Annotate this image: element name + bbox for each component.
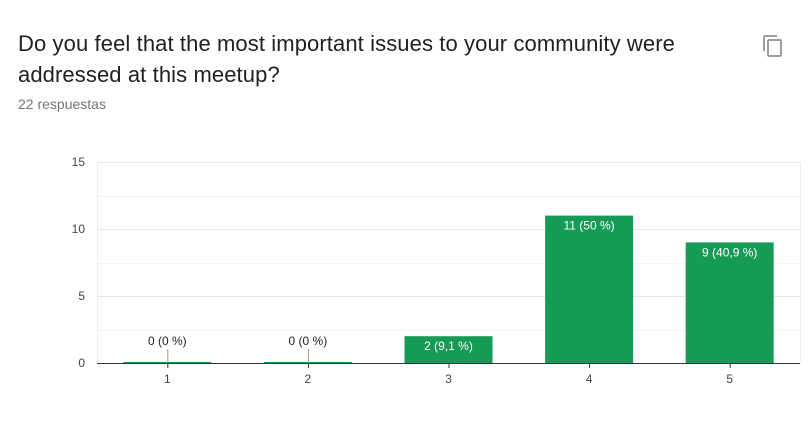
data-label: 2 (9,1 %) bbox=[424, 339, 473, 353]
bar bbox=[404, 336, 493, 363]
data-label: 9 (40,9 %) bbox=[702, 245, 757, 259]
x-tick-label: 1 bbox=[164, 372, 171, 386]
data-label: 0 (0 %) bbox=[289, 334, 328, 348]
copy-chart-button[interactable] bbox=[760, 33, 786, 59]
y-tick-label: 5 bbox=[78, 289, 85, 303]
data-label: 11 (50 %) bbox=[564, 219, 615, 233]
bar bbox=[685, 242, 774, 363]
x-tick-label: 4 bbox=[586, 372, 593, 386]
question-title: Do you feel that the most important issu… bbox=[18, 31, 676, 87]
bar bbox=[545, 215, 634, 363]
x-tick-label: 5 bbox=[726, 372, 733, 386]
copy-icon bbox=[763, 35, 782, 57]
x-tick-label: 2 bbox=[305, 372, 312, 386]
data-label: 0 (0 %) bbox=[148, 334, 187, 348]
y-tick-label: 15 bbox=[72, 155, 86, 169]
y-tick-label: 10 bbox=[72, 222, 86, 236]
x-tick-label: 3 bbox=[445, 372, 452, 386]
response-count: 22 respuestas bbox=[18, 96, 106, 112]
y-tick-label: 0 bbox=[78, 356, 85, 370]
